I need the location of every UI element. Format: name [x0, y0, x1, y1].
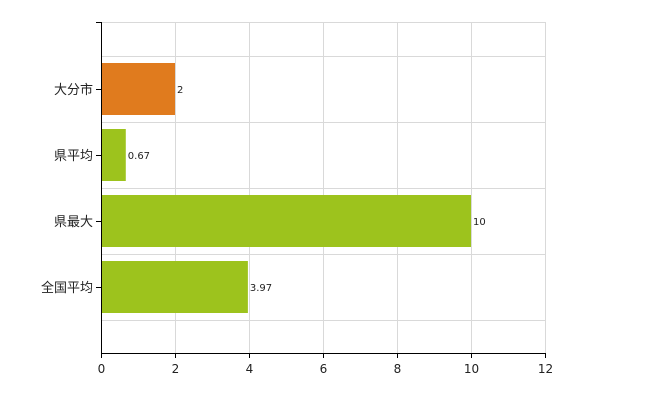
x-tick-label: 10 — [464, 362, 479, 376]
bar-4 — [101, 261, 248, 313]
category-label: 全国平均 — [41, 280, 93, 296]
x-tick-label: 0 — [98, 362, 106, 376]
data-label: 10 — [473, 217, 486, 228]
axes — [96, 22, 546, 358]
bars — [101, 63, 471, 313]
category-label: 県平均 — [54, 149, 93, 164]
category-label: 大分市 — [54, 82, 93, 98]
bar-1 — [101, 63, 175, 115]
x-tick-label: 8 — [394, 362, 402, 376]
x-tick-label: 4 — [246, 362, 254, 376]
bar-2 — [101, 129, 126, 181]
labels: 2 大分市 0.67 県平均 10 県最大 3.97 全国平均 0 2 4 6 8 10 12 — [41, 82, 553, 376]
x-tick-label: 12 — [538, 362, 553, 376]
grid-lines — [101, 22, 546, 353]
data-label: 3.97 — [250, 283, 272, 294]
x-tick-label: 6 — [320, 362, 328, 376]
x-tick-label: 2 — [172, 362, 180, 376]
data-label: 2 — [177, 85, 183, 96]
category-label: 県最大 — [54, 215, 93, 230]
bar-3 — [101, 195, 471, 247]
data-label: 0.67 — [128, 151, 150, 162]
